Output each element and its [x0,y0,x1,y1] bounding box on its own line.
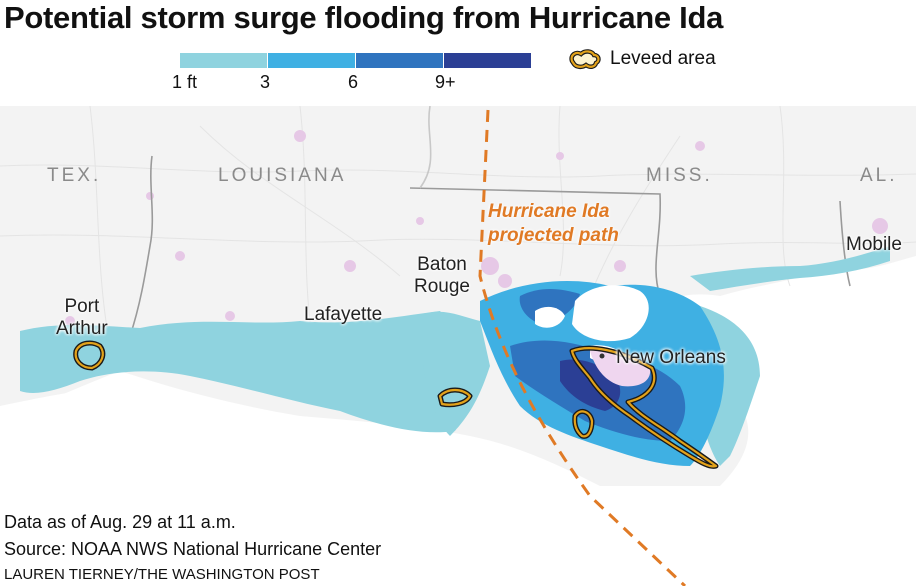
map-base [0,106,916,586]
legend-tick: 1 ft [172,72,198,92]
credit-line: LAUREN TIERNEY/THE WASHINGTON POST [4,566,320,583]
page-title: Potential storm surge flooding from Hurr… [4,0,724,35]
surge-map: TEX. LOUISIANA MISS. AL. Port Arthur Laf… [0,106,916,586]
city-label-baton-rouge: Baton Rouge [414,254,470,297]
city-label-lafayette: Lafayette [304,304,383,325]
levee-legend-label: Leveed area [610,48,716,69]
legend-color-bar [180,53,540,68]
legend-swatch-9ft [444,53,531,68]
city-label-mobile: Mobile [846,234,902,255]
city-label-new-orleans: New Orleans [616,347,726,368]
hurricane-path-label: Hurricane Ida projected path [488,201,619,246]
levee-legend: Leveed area [568,47,716,71]
surge-legend: 1 ft 3 6 9+ [172,53,540,92]
legend-tick: 6 [348,72,359,92]
legend-tick: 3 [260,72,271,92]
hurricane-path-line [478,109,687,586]
state-label-louisiana: LOUISIANA [218,165,347,186]
legend-tick: 9+ [435,72,456,92]
state-label-texas: TEX. [47,165,102,186]
state-label-mississippi: MISS. [646,165,713,186]
legend-swatch-1ft [180,53,267,68]
data-note: Data as of Aug. 29 at 11 a.m. [4,512,236,532]
source-note: Source: NOAA NWS National Hurricane Cent… [4,539,382,559]
legend-ticks: 1 ft 3 6 9+ [172,68,540,92]
legend-swatch-6ft [356,53,443,68]
levee-outline-icon [569,49,601,70]
city-label-port-arthur: Port Arthur [56,296,108,339]
legend-swatch-3ft [268,53,355,68]
state-label-alabama: AL. [860,165,898,186]
